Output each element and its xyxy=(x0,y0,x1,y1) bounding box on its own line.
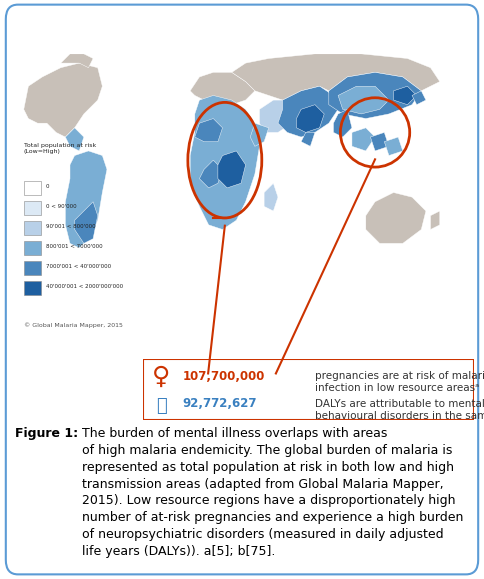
Bar xyxy=(24,241,41,255)
Text: 90'001 < 800'000: 90'001 < 800'000 xyxy=(46,225,95,229)
Polygon shape xyxy=(412,91,426,105)
Text: infection in low resource areasᵃ: infection in low resource areasᵃ xyxy=(315,383,479,393)
Text: 107,700,000: 107,700,000 xyxy=(182,369,265,383)
Text: Total population at risk
(Low=High): Total population at risk (Low=High) xyxy=(24,143,96,153)
Text: 40'000'001 < 2000'000'000: 40'000'001 < 2000'000'000 xyxy=(46,284,123,290)
Polygon shape xyxy=(370,133,389,151)
Text: pregnancies are at risk of malaria: pregnancies are at risk of malaria xyxy=(315,371,484,381)
Text: © Global Malaria Mapper, 2015: © Global Malaria Mapper, 2015 xyxy=(24,323,122,328)
Polygon shape xyxy=(297,105,324,133)
Polygon shape xyxy=(384,137,403,156)
Polygon shape xyxy=(352,128,375,151)
Polygon shape xyxy=(190,72,255,105)
Text: 92,772,627: 92,772,627 xyxy=(182,397,257,411)
FancyBboxPatch shape xyxy=(143,359,474,420)
Polygon shape xyxy=(75,201,98,243)
Text: 0: 0 xyxy=(46,185,49,189)
Polygon shape xyxy=(301,133,315,146)
Polygon shape xyxy=(329,72,421,119)
Bar xyxy=(24,281,41,295)
Bar xyxy=(24,201,41,215)
Bar xyxy=(24,221,41,234)
Polygon shape xyxy=(431,211,440,229)
Polygon shape xyxy=(195,119,223,142)
Polygon shape xyxy=(24,63,102,137)
Polygon shape xyxy=(199,160,223,188)
Text: 800'001 < 7000'000: 800'001 < 7000'000 xyxy=(46,244,103,250)
Text: DALYs are attributable to mental and: DALYs are attributable to mental and xyxy=(315,399,484,409)
Text: 0 < 90'000: 0 < 90'000 xyxy=(46,204,76,210)
Polygon shape xyxy=(259,100,297,133)
Text: 🧠: 🧠 xyxy=(156,397,166,415)
Text: behavioural disorders in the same regionsᵇ: behavioural disorders in the same region… xyxy=(315,411,484,420)
Polygon shape xyxy=(278,86,338,137)
Bar xyxy=(24,181,41,195)
Bar xyxy=(24,261,41,274)
Polygon shape xyxy=(65,151,107,248)
Polygon shape xyxy=(190,96,259,229)
Text: The burden of mental illness overlaps with areas
of high malaria endemicity. The: The burden of mental illness overlaps wi… xyxy=(82,427,464,558)
Polygon shape xyxy=(61,54,93,68)
Polygon shape xyxy=(250,123,269,146)
Polygon shape xyxy=(393,86,417,105)
Text: 7000'001 < 40'000'000: 7000'001 < 40'000'000 xyxy=(46,265,111,269)
Polygon shape xyxy=(65,128,84,151)
Polygon shape xyxy=(264,184,278,211)
Polygon shape xyxy=(333,109,352,137)
Polygon shape xyxy=(232,54,440,100)
Polygon shape xyxy=(218,151,246,188)
Text: ♀: ♀ xyxy=(152,365,170,389)
Polygon shape xyxy=(338,86,389,114)
Text: Figure 1:: Figure 1: xyxy=(15,427,77,440)
Polygon shape xyxy=(366,193,426,243)
